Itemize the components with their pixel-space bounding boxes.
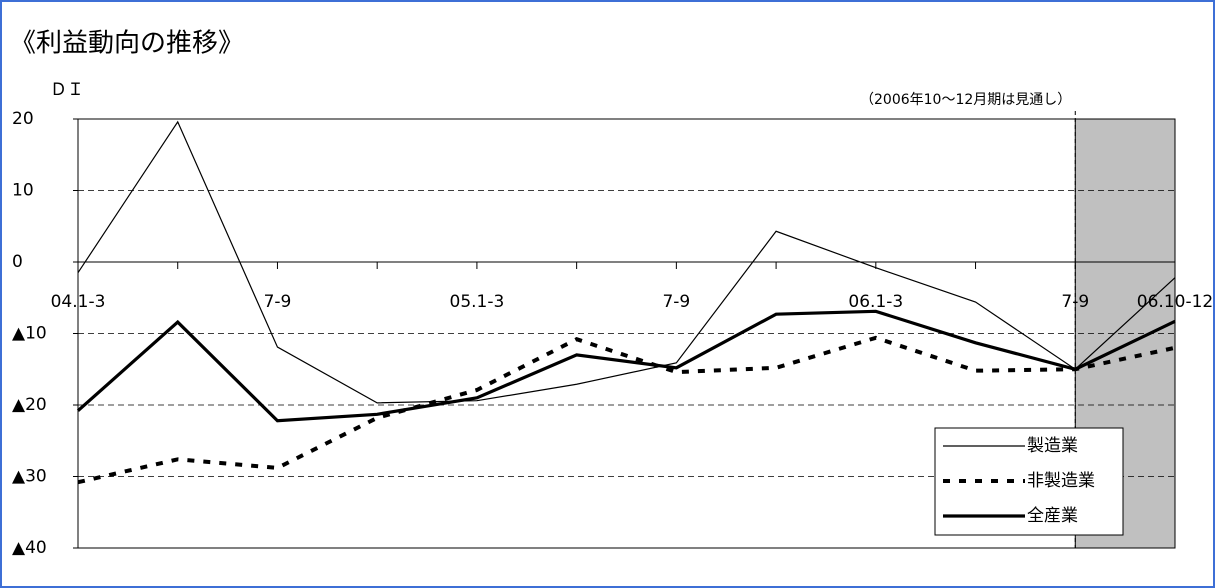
y-tick-label: ▲20 xyxy=(12,395,47,415)
x-tick-label: 7-9 xyxy=(1061,292,1089,312)
x-tick-label: 7-9 xyxy=(264,292,292,312)
series-line xyxy=(77,120,1176,404)
chart-title: 《利益動向の推移》 xyxy=(10,29,244,59)
legend-label: 製造業 xyxy=(1027,436,1078,456)
x-tick-label: 04.1-3 xyxy=(51,292,106,312)
y-axis-label: ＤＩ xyxy=(50,80,84,100)
y-tick-label: ▲30 xyxy=(12,467,47,487)
y-tick-label: 10 xyxy=(12,181,34,201)
legend-label: 非製造業 xyxy=(1027,471,1095,491)
y-tick-label: 0 xyxy=(12,252,23,272)
series-line xyxy=(76,309,1176,423)
y-tick-label: ▲10 xyxy=(12,324,47,344)
x-tick-label: 05.1-3 xyxy=(450,292,505,312)
note: （2006年10～12月期は見通し） xyxy=(860,92,1071,108)
series-line xyxy=(77,335,1176,485)
legend-label: 全産業 xyxy=(1027,506,1078,526)
x-tick-label: 06.1-3 xyxy=(848,292,903,312)
y-tick-label: 20 xyxy=(12,109,34,129)
y-tick-label: ▲40 xyxy=(12,538,47,558)
x-tick-label: 7-9 xyxy=(662,292,690,312)
x-tick-label: 06.10-12 xyxy=(1137,292,1213,312)
